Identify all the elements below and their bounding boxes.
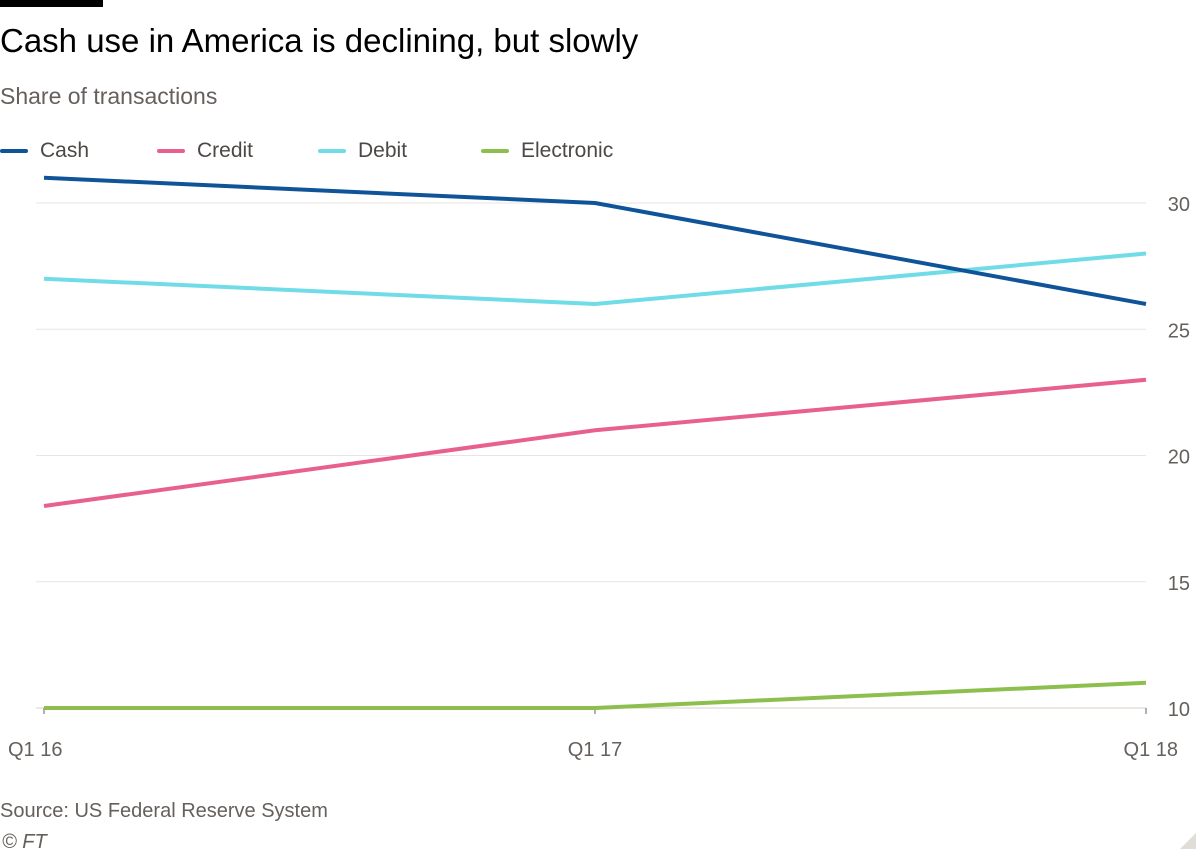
source-note: Source: US Federal Reserve System	[0, 800, 328, 822]
resize-corner-icon	[1180, 833, 1196, 849]
series-line-credit	[43, 377, 1147, 508]
y-tick-label-10: 10	[1168, 699, 1190, 721]
legend-swatch-credit	[157, 149, 185, 153]
chart-title: Cash use in America is declining, but sl…	[0, 22, 639, 59]
legend-item-debit: Debit	[318, 137, 407, 165]
series-line-cash	[43, 175, 1147, 306]
x-tick-label-0: Q1 16	[8, 739, 62, 761]
series-line-debit	[43, 251, 1147, 306]
x-tick-label-2: Q1 18	[1124, 739, 1178, 761]
legend-label-credit: Credit	[197, 139, 254, 162]
y-tick-label-30: 30	[1168, 194, 1190, 216]
series-line-electronic	[44, 680, 1147, 710]
y-tick-label-15: 15	[1168, 573, 1190, 595]
chart-subtitle: Share of transactions	[0, 83, 218, 109]
legend-swatch-cash	[0, 149, 28, 153]
y-tick-label-20: 20	[1168, 447, 1190, 469]
x-tick-label-1: Q1 17	[568, 739, 622, 761]
legend-item-cash: Cash	[0, 137, 89, 165]
copyright-note: © FT	[2, 831, 47, 853]
legend-item-credit: Credit	[157, 137, 253, 165]
legend-label-electronic: Electronic	[521, 139, 614, 162]
legend-swatch-electronic	[481, 149, 509, 153]
brand-bar	[0, 0, 103, 7]
legend-label-cash: Cash	[40, 139, 90, 162]
legend-swatch-debit	[318, 149, 346, 153]
legend-item-electronic: Electronic	[481, 137, 613, 165]
y-tick-label-25: 25	[1168, 320, 1190, 342]
chart-legend: Cash Credit Debit Electronic	[0, 137, 700, 165]
legend-label-debit: Debit	[358, 139, 408, 162]
